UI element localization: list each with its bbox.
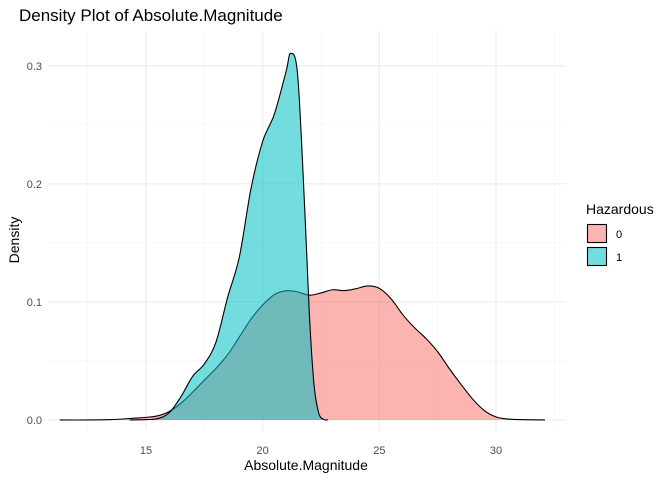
legend-items: 01 [586, 223, 622, 267]
density-areas [59, 52, 546, 421]
density-area-hazardous-1 [129, 53, 328, 421]
x-tick-label: 15 [140, 445, 152, 457]
y-tick-label: 0.3 [27, 61, 42, 73]
y-tick-label: 0.1 [27, 297, 42, 309]
y-axis-title: Density [6, 217, 22, 264]
legend-key-hazardous-0 [586, 223, 608, 244]
legend-label-hazardous-0: 0 [616, 229, 622, 241]
legend: Hazardous 01 [586, 201, 654, 267]
legend-label-hazardous-1: 1 [616, 252, 622, 264]
y-tick-label: 0.2 [27, 179, 42, 191]
x-axis-ticks: 15 20 25 30 [140, 445, 502, 457]
density-line-hazardous-1 [129, 52, 329, 421]
x-tick-label: 25 [373, 445, 385, 457]
x-tick-label: 30 [490, 445, 502, 457]
chart-title: Density Plot of Absolute.Magnitude [19, 6, 283, 25]
x-axis-title: Absolute.Magnitude [244, 457, 368, 473]
legend-key-hazardous-1 [586, 246, 608, 267]
x-tick-label: 20 [257, 445, 269, 457]
y-tick-label: 0.0 [27, 415, 42, 427]
legend-title: Hazardous [586, 201, 654, 217]
y-axis-ticks: 0.0 0.1 0.2 0.3 [27, 61, 42, 427]
